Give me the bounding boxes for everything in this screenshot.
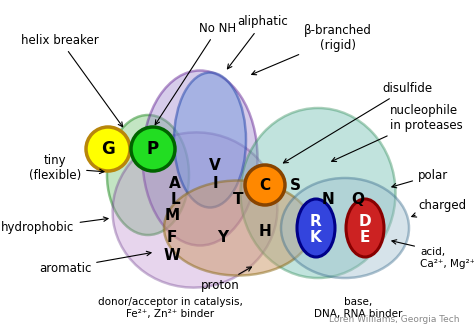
Text: Loren Williams, Georgia Tech: Loren Williams, Georgia Tech xyxy=(329,315,460,324)
Text: aromatic: aromatic xyxy=(39,251,151,275)
Text: donor/acceptor in catalysis,
Fe²⁺, Zn²⁺ binder: donor/acceptor in catalysis, Fe²⁺, Zn²⁺ … xyxy=(98,297,242,319)
Text: nucleophile
in proteases: nucleophile in proteases xyxy=(332,104,463,161)
Text: No NH: No NH xyxy=(155,21,237,125)
Text: M: M xyxy=(164,208,180,222)
Text: C: C xyxy=(259,178,271,192)
Text: W: W xyxy=(164,248,181,262)
Text: V: V xyxy=(209,158,221,174)
Text: hydrophobic: hydrophobic xyxy=(1,217,108,235)
Text: G: G xyxy=(101,140,115,158)
Text: D: D xyxy=(359,214,371,228)
Ellipse shape xyxy=(346,199,384,257)
Text: N: N xyxy=(322,192,334,208)
Text: proton: proton xyxy=(201,267,252,291)
Ellipse shape xyxy=(113,132,277,288)
Text: F: F xyxy=(167,229,177,245)
Text: I: I xyxy=(212,176,218,190)
Ellipse shape xyxy=(297,199,335,257)
Ellipse shape xyxy=(164,181,312,276)
Text: tiny
(flexible): tiny (flexible) xyxy=(29,154,104,182)
Ellipse shape xyxy=(107,115,189,235)
Text: T: T xyxy=(233,192,243,208)
Ellipse shape xyxy=(86,127,130,171)
Text: disulfide: disulfide xyxy=(283,82,432,163)
Text: L: L xyxy=(170,192,180,208)
Text: K: K xyxy=(310,230,322,246)
Text: Y: Y xyxy=(218,229,228,245)
Text: E: E xyxy=(360,230,370,246)
Text: Q: Q xyxy=(352,192,365,208)
Ellipse shape xyxy=(174,73,246,208)
Ellipse shape xyxy=(281,178,409,278)
Text: S: S xyxy=(290,178,301,192)
Text: acid,
Ca²⁺, Mg²⁺ binder: acid, Ca²⁺, Mg²⁺ binder xyxy=(392,240,474,269)
Text: helix breaker: helix breaker xyxy=(21,34,123,127)
Text: aliphatic: aliphatic xyxy=(228,16,288,69)
Ellipse shape xyxy=(143,71,257,246)
Text: A: A xyxy=(169,176,181,190)
Text: β-branched
(rigid): β-branched (rigid) xyxy=(252,24,372,75)
Ellipse shape xyxy=(131,127,175,171)
Ellipse shape xyxy=(240,108,395,278)
Text: H: H xyxy=(259,224,272,240)
Text: base,
DNA, RNA binder: base, DNA, RNA binder xyxy=(314,297,402,319)
Ellipse shape xyxy=(245,165,285,205)
Text: P: P xyxy=(147,140,159,158)
Text: R: R xyxy=(310,214,322,228)
Text: polar: polar xyxy=(392,169,448,188)
Text: charged: charged xyxy=(412,199,466,217)
